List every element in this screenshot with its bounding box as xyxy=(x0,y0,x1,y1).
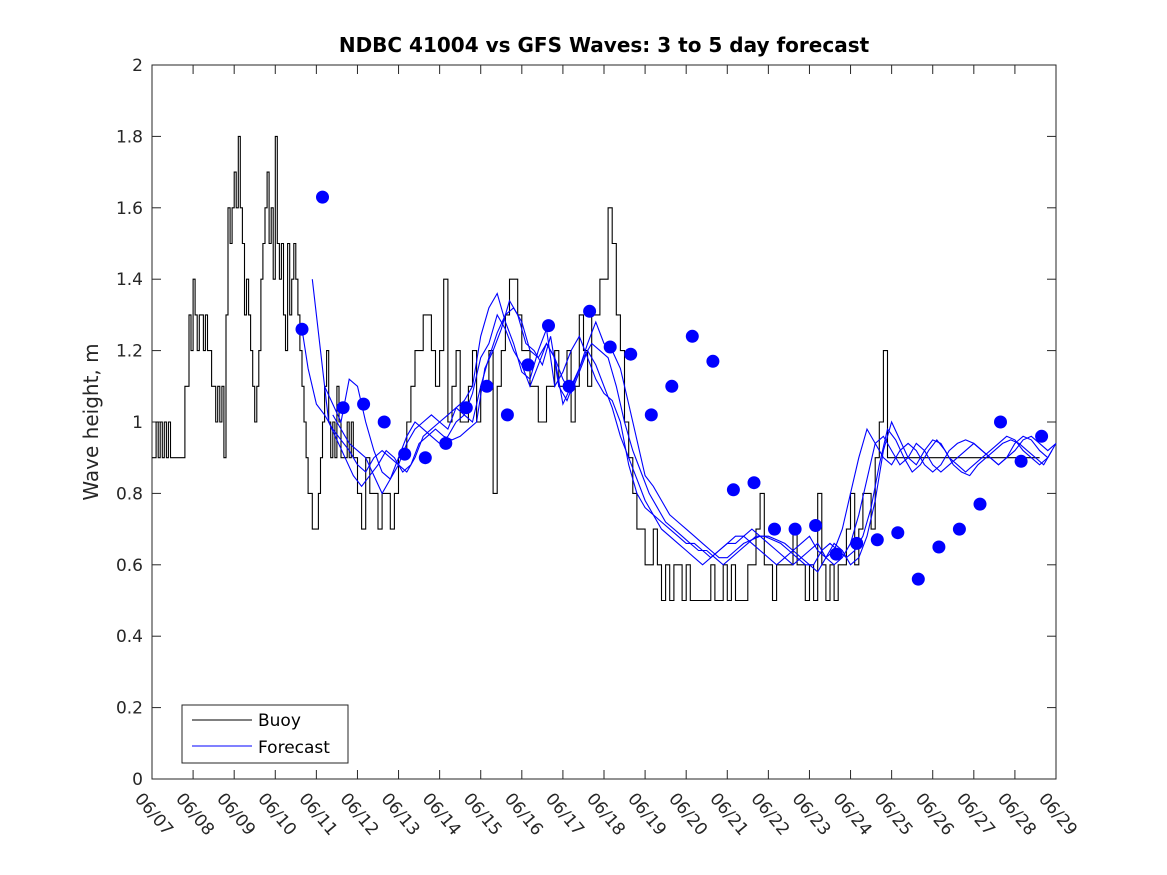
chart-title: NDBC 41004 vs GFS Waves: 3 to 5 day fore… xyxy=(339,33,870,57)
forecast-series-line-2 xyxy=(311,279,1053,566)
legend-buoy-label: Buoy xyxy=(258,711,301,731)
y-axis-label: Wave height, m xyxy=(79,343,103,500)
forecast-point xyxy=(583,304,597,318)
forecast-point xyxy=(644,408,658,422)
forecast-point xyxy=(316,190,329,204)
forecast-series-line-3 xyxy=(324,292,1049,566)
forecast-point xyxy=(624,347,638,361)
buoy-series-line xyxy=(152,135,1040,602)
forecast-point xyxy=(459,401,473,415)
y-tick-label: 1.6 xyxy=(116,199,143,219)
forecast-point xyxy=(295,322,309,336)
series-layer xyxy=(152,135,1057,602)
forecast-point xyxy=(500,408,514,422)
y-tick-label: 0.6 xyxy=(116,556,143,576)
legend-box xyxy=(181,704,349,764)
forecast-point xyxy=(1035,429,1049,443)
legend: Buoy Forecast xyxy=(181,704,349,764)
forecast-point xyxy=(829,547,843,561)
forecast-point xyxy=(911,572,925,586)
y-tick-label: 1.4 xyxy=(116,270,143,290)
y-tick-label: 2 xyxy=(132,56,143,76)
forecast-point xyxy=(398,447,412,461)
forecast-point xyxy=(521,358,535,372)
y-tick-label: 0.8 xyxy=(116,484,143,504)
forecast-point xyxy=(1014,454,1028,468)
forecast-point xyxy=(706,354,720,368)
forecast-point xyxy=(336,401,350,415)
forecast-point xyxy=(726,483,740,497)
forecast-point xyxy=(973,497,987,511)
y-tick-label: 1.8 xyxy=(116,127,143,147)
forecast-point xyxy=(377,415,391,429)
forecast-point xyxy=(357,397,371,411)
forecast-point xyxy=(994,415,1007,429)
y-tick-label: 0 xyxy=(132,770,143,790)
forecast-point xyxy=(932,540,946,554)
forecast-point xyxy=(809,519,823,532)
legend-forecast-label: Forecast xyxy=(258,738,330,758)
forecast-point xyxy=(952,522,966,536)
forecast-point xyxy=(418,451,432,465)
forecast-point xyxy=(788,522,802,536)
y-tick-label: 0.2 xyxy=(116,699,143,719)
forecast-point xyxy=(870,533,884,547)
forecast-point xyxy=(768,522,781,536)
forecast-point xyxy=(480,379,494,393)
forecast-point xyxy=(747,476,761,490)
forecast-point xyxy=(891,526,905,540)
forecast-point xyxy=(542,319,555,333)
forecast-point xyxy=(439,436,453,450)
forecast-point xyxy=(850,536,864,550)
axes-box xyxy=(151,64,1057,780)
forecast-point xyxy=(685,329,699,343)
forecast-point xyxy=(665,379,679,393)
y-axis-ticks: 0 0.2 0.4 0.6 0.8 1 1.2 1.4 1.6 1.8 2 xyxy=(116,56,1056,790)
forecast-series-line-1 xyxy=(301,306,1057,573)
y-tick-label: 0.4 xyxy=(116,627,143,647)
y-tick-label: 1.2 xyxy=(116,342,143,362)
forecast-point xyxy=(603,340,617,354)
y-tick-label: 1 xyxy=(132,413,143,433)
forecast-series-line-4 xyxy=(332,313,1057,566)
forecast-point xyxy=(562,379,576,393)
